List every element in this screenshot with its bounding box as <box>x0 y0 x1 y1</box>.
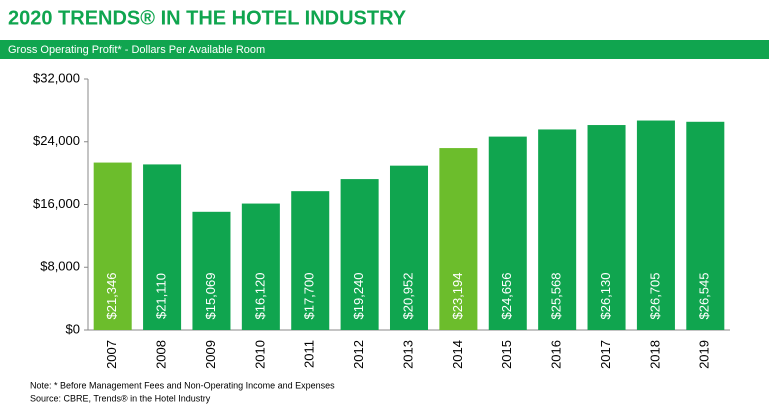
x-tick-label: 2017 <box>598 340 613 369</box>
x-tick-label: 2013 <box>400 340 415 369</box>
x-tick-label: 2008 <box>154 340 169 369</box>
y-tick-label: $16,000 <box>33 196 80 211</box>
x-tick-label: 2009 <box>203 340 218 369</box>
value-label: $26,705 <box>647 273 662 320</box>
x-tick-label: 2011 <box>302 340 317 368</box>
subtitle-banner <box>0 40 769 59</box>
x-tick-label: 2018 <box>647 340 662 369</box>
bar <box>538 129 577 330</box>
x-tick-label: 2010 <box>252 340 267 369</box>
bar <box>389 165 429 330</box>
bar <box>439 148 478 330</box>
bar <box>686 121 725 330</box>
x-tick-label: 2019 <box>697 340 712 369</box>
x-tick-label: 2014 <box>450 340 465 369</box>
value-label: $21,346 <box>104 273 119 320</box>
chart-subtitle: Gross Operating Profit* - Dollars Per Av… <box>8 44 265 56</box>
bar <box>587 125 626 330</box>
value-label: $23,194 <box>450 273 465 320</box>
y-tick-label: $8,000 <box>40 259 80 274</box>
value-label: $19,240 <box>351 273 366 320</box>
value-label: $26,545 <box>697 273 712 320</box>
bar <box>93 162 132 330</box>
value-label: $26,130 <box>598 273 613 320</box>
bar <box>192 211 231 330</box>
x-tick-label: 2007 <box>104 340 119 369</box>
value-label: $21,110 <box>154 273 169 319</box>
x-tick-label: 2016 <box>549 340 564 369</box>
x-tick-label: 2015 <box>499 340 514 369</box>
bar <box>143 164 182 330</box>
note: Note: * Before Management Fees and Non-O… <box>30 380 335 390</box>
bar <box>340 179 379 330</box>
x-tick-label: 2012 <box>351 340 366 369</box>
bar <box>241 203 280 330</box>
y-tick-label: $24,000 <box>33 133 80 148</box>
value-label: $25,568 <box>549 273 564 320</box>
source: Source: CBRE, Trends® in the Hotel Indus… <box>30 393 211 403</box>
y-tick-label: $0 <box>66 321 80 336</box>
value-label: $24,656 <box>499 273 514 320</box>
bar <box>291 191 330 330</box>
value-label: $15,069 <box>203 273 218 320</box>
bar <box>488 136 527 330</box>
chart-title: 2020 TRENDS® IN THE HOTEL INDUSTRY <box>8 7 407 29</box>
bar <box>636 120 675 330</box>
value-label: $17,700 <box>302 273 317 320</box>
value-label: $16,120 <box>252 273 267 320</box>
y-tick-label: $32,000 <box>33 70 80 85</box>
value-label: $20,952 <box>400 273 415 320</box>
